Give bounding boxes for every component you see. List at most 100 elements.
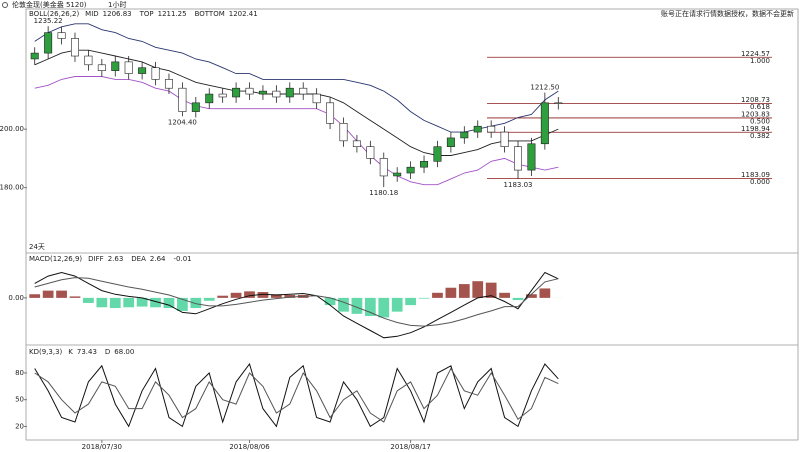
macd-bar: [257, 292, 269, 298]
candle-body: [258, 90, 267, 95]
y-tick-label: 50: [15, 396, 24, 404]
macd-bar: [42, 290, 54, 298]
macd-bar: [69, 296, 81, 298]
header-value: 73.43: [77, 348, 97, 356]
candle-body: [97, 64, 106, 71]
macd-bar: [512, 297, 524, 301]
low-label: 1204.40: [168, 118, 197, 126]
macd-bar: [136, 297, 148, 307]
macd-bar: [230, 292, 242, 298]
candle-body: [487, 125, 496, 133]
fib-price: 1203.83: [741, 110, 770, 118]
macd-bar: [338, 297, 349, 312]
macd-bar: [29, 294, 41, 298]
header-value: 2.63: [108, 255, 124, 263]
candle-body: [205, 93, 214, 104]
candle-body: [151, 67, 160, 80]
fib-ratio: 0.500: [750, 117, 770, 125]
candle-body: [460, 131, 469, 139]
fib-ratio: 1.000: [750, 57, 770, 65]
candle-body: [339, 123, 348, 142]
candle-body: [191, 102, 200, 112]
bollinger-0: [34, 49, 559, 156]
macd-bar: [351, 297, 363, 314]
candle-body: [124, 61, 133, 74]
macd-bar: [150, 297, 161, 308]
candle-body: [299, 87, 308, 95]
header-value: 1206.83: [103, 10, 132, 18]
candle-body: [57, 32, 66, 39]
candle-body: [164, 79, 173, 89]
candle-body: [393, 172, 402, 177]
candle-body: [285, 87, 294, 98]
kd-line: [34, 367, 559, 423]
header-label: MID: [85, 10, 99, 18]
high-label: 1235.22: [34, 17, 63, 25]
candle-body: [84, 55, 93, 66]
y-tick-label: 0.00: [8, 294, 24, 302]
period[interactable]: 1小时: [108, 0, 126, 9]
y-tick-label: 20: [15, 422, 24, 430]
macd-bar: [378, 297, 390, 318]
macd-bar: [472, 281, 484, 298]
header-label: DIFF: [88, 255, 104, 263]
fib-price: 1224.57: [741, 50, 770, 58]
header-label: BOTTOM: [195, 10, 225, 18]
candle-body: [178, 87, 187, 112]
y-tick-label: 1180.00: [0, 184, 24, 192]
macd-bar: [56, 290, 67, 298]
macd-bar: [190, 297, 202, 309]
macd-bar: [445, 287, 457, 298]
header-label: TOP: [139, 10, 154, 18]
note: 24天: [29, 243, 45, 251]
header-label: DEA: [131, 255, 146, 263]
macd-bar: [485, 282, 497, 298]
macd-line: [34, 271, 559, 339]
indicator-name: MACD(12,26,9): [29, 255, 82, 263]
toolbar-icon[interactable]: [2, 2, 8, 8]
bollinger-1: [34, 23, 559, 133]
bollinger-2: [34, 76, 559, 186]
candle-body: [138, 67, 147, 74]
macd-bar: [163, 297, 175, 309]
candle-body: [30, 52, 39, 60]
macd-bar: [418, 297, 430, 299]
candle-body: [312, 93, 321, 104]
candle-body: [500, 131, 509, 147]
low-label: 1183.03: [504, 181, 533, 189]
macd-bar: [458, 284, 470, 298]
notice: 账号正在请求行情数据授权，数据不会更新: [661, 9, 794, 18]
macd-bar: [123, 297, 135, 308]
macd-bar: [499, 292, 510, 298]
macd-bar: [203, 297, 215, 301]
header-value: 1211.25: [158, 10, 187, 18]
candle-body: [352, 140, 361, 148]
x-tick-label: 2018/08/06: [229, 443, 270, 451]
kd-line: [34, 362, 559, 428]
macd-bar: [109, 297, 121, 309]
header-label: K: [68, 348, 73, 356]
candle-body: [232, 87, 241, 98]
fib-ratio: 0.000: [750, 178, 770, 186]
candle-body: [540, 102, 549, 145]
candle-body: [527, 143, 536, 171]
header-value: 2.64: [150, 255, 166, 263]
candle-body: [366, 146, 375, 159]
candle-body: [245, 87, 254, 95]
candle-body: [420, 161, 429, 168]
macd-bar: [432, 292, 443, 298]
x-tick-label: 2018/08/17: [390, 443, 430, 451]
candle-body: [44, 32, 53, 54]
macd-bar: [405, 297, 416, 306]
header-value: 1202.41: [229, 10, 258, 18]
fib-ratio: 0.618: [750, 103, 770, 111]
candle-body: [326, 102, 335, 124]
macd-bar: [324, 297, 336, 306]
frame: [25, 8, 799, 441]
candle-body: [70, 38, 79, 57]
low-label: 1180.18: [369, 189, 398, 197]
header-label: D: [105, 348, 110, 356]
header-value: -0.01: [173, 255, 191, 263]
macd-bar: [177, 297, 188, 311]
